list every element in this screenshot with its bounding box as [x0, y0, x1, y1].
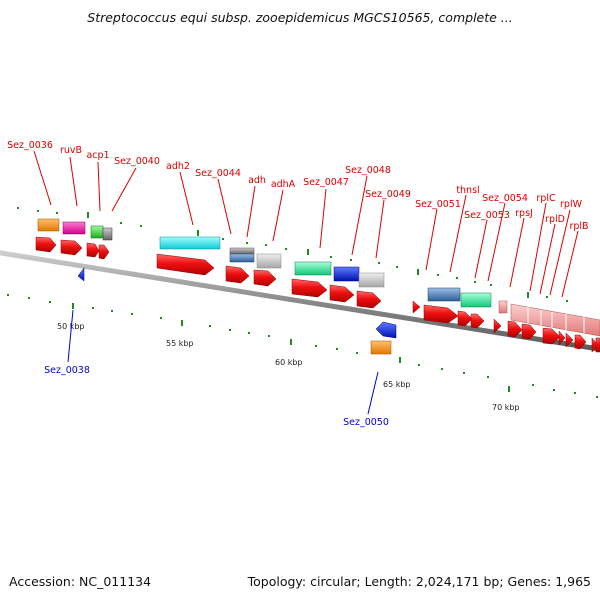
feature-box-orange-2	[370, 340, 392, 355]
scale-label-70kbp: 70 kbp	[492, 403, 520, 412]
gene-label-rplc: rplC	[536, 193, 556, 204]
gene-arrow	[291, 278, 328, 298]
gene-arrow	[356, 290, 382, 309]
feature-box-silver-2	[358, 272, 385, 288]
upper-tick-ring	[17, 207, 568, 302]
gene-label-sez-0054: Sez_0054	[482, 193, 528, 204]
label-leaders-top	[33, 150, 579, 298]
gene-arrow	[253, 269, 277, 287]
feature-box-grey-2	[229, 247, 255, 255]
gene-arrow	[470, 313, 485, 329]
gene-label-rplw: rplW	[560, 199, 583, 210]
gene-arrow	[35, 236, 57, 253]
feature-box-blue	[333, 266, 360, 282]
gene-arrow	[457, 310, 473, 327]
gene-arrow-blue	[77, 267, 85, 282]
feature-box-magenta	[62, 221, 86, 235]
label-leaders-bottom	[67, 309, 379, 415]
gene-arrow	[493, 318, 502, 334]
gene-arrow	[591, 337, 599, 353]
gene-label-adha: adhA	[271, 179, 296, 190]
gene-label-sez-0044: Sez_0044	[195, 168, 241, 179]
genome-backbone	[0, 250, 600, 352]
feature-box-teal	[294, 261, 332, 276]
gene-label-acp1: acp1	[86, 150, 109, 161]
scale-label-55kbp: 55 kbp	[166, 339, 194, 348]
gene-label-sez-0040: Sez_0040	[114, 156, 160, 167]
gene-label-rplb: rplB	[569, 221, 588, 232]
gene-arrow	[565, 332, 574, 348]
gene-labels-bottom: Sez_0038 Sez_0050	[44, 365, 389, 428]
gene-arrow	[542, 327, 561, 345]
feature-box-steel	[229, 253, 255, 263]
gene-label-sez-0038: Sez_0038	[44, 365, 90, 376]
reverse-features	[77, 267, 397, 355]
feature-box-silver	[256, 253, 282, 269]
gene-labels-top: Sez_0036 ruvB acp1 Sez_0040 adh2 Sez_004…	[7, 140, 588, 232]
feature-box-pink	[498, 300, 508, 314]
gene-arrow	[98, 244, 110, 260]
gene-arrow	[329, 284, 355, 303]
gene-arrow	[225, 265, 250, 284]
scale-labels: 50 kbp 55 kbp 60 kbp 65 kbp 70 kbp	[57, 322, 520, 412]
gene-arrow	[558, 330, 566, 346]
gene-label-sez-0050: Sez_0050	[343, 417, 389, 428]
gene-arrow	[595, 337, 600, 353]
lower-tick-ring	[7, 294, 598, 398]
gene-label-rpld: rplD	[545, 214, 565, 225]
gene-label-sez-0036: Sez_0036	[7, 140, 53, 151]
topology-text: Topology: circular; Length: 2,024,171 bp…	[247, 574, 591, 589]
feature-box-orange	[37, 218, 60, 232]
gene-arrow	[412, 300, 421, 314]
gene-label-sez-0053: Sez_0053	[464, 210, 510, 221]
gene-label-sez-0051: Sez_0051	[415, 199, 461, 210]
gene-arrow	[574, 334, 587, 350]
gene-label-adh: adh	[248, 175, 266, 186]
gene-arrow	[156, 253, 215, 276]
scale-label-65kbp: 65 kbp	[383, 380, 411, 389]
scale-label-60kbp: 60 kbp	[275, 358, 303, 367]
gene-label-adh2: adh2	[166, 161, 190, 172]
gene-label-sez-0047: Sez_0047	[303, 177, 349, 188]
feature-box-steel-2	[427, 287, 461, 302]
scale-label-50kbp: 50 kbp	[57, 322, 85, 331]
gene-arrow	[86, 242, 100, 258]
gene-arrow	[521, 323, 537, 340]
gene-label-thnsl: thnsl	[456, 185, 479, 196]
feature-box-pink-band	[510, 303, 600, 337]
gene-label-rpsj: rpsJ	[515, 208, 533, 219]
feature-box-green	[90, 225, 104, 239]
gene-arrow-blue	[375, 321, 397, 339]
gene-arrow	[507, 320, 523, 338]
gene-label-sez-0049: Sez_0049	[365, 189, 411, 200]
gene-arrows	[35, 236, 600, 353]
gene-label-ruvb: ruvB	[60, 145, 82, 156]
feature-box-teal-2	[460, 292, 492, 308]
gene-arrow	[423, 304, 459, 324]
gene-arrow	[60, 239, 83, 256]
accession-text: Accession: NC_011134	[9, 574, 152, 589]
feature-box-cyan	[159, 236, 221, 250]
genome-title: Streptococcus equi subsp. zooepidemicus …	[87, 10, 513, 25]
feature-box-grey	[102, 227, 113, 241]
gene-label-sez-0048: Sez_0048	[345, 165, 391, 176]
feature-boxes	[37, 218, 600, 337]
